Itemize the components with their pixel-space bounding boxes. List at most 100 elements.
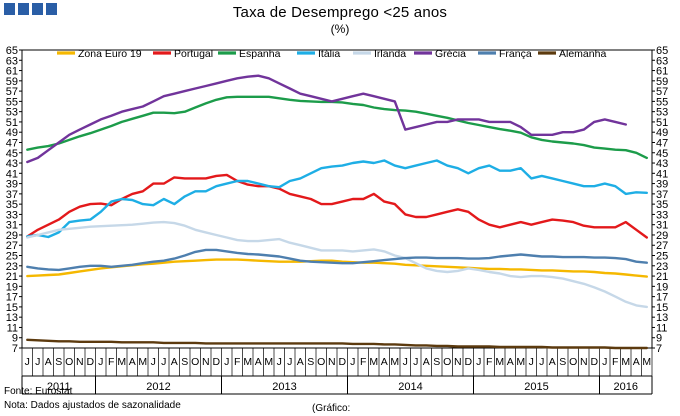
- month-label: A: [129, 356, 136, 368]
- month-label: D: [86, 356, 94, 368]
- y-tick-label-right: 23: [656, 261, 668, 273]
- y-tick-label-left: 29: [6, 230, 18, 242]
- y-tick-label-right: 21: [656, 271, 668, 283]
- y-tick-label-left: 33: [6, 209, 18, 221]
- y-tick-label-left: 11: [7, 322, 18, 334]
- month-label: M: [369, 356, 378, 368]
- logo-square: [46, 3, 57, 15]
- series-line-portugal: [26, 173, 648, 239]
- y-tick-label-right: 35: [656, 199, 668, 211]
- month-label: J: [403, 356, 408, 368]
- month-label: F: [234, 356, 240, 368]
- year-label: 2014: [398, 381, 422, 393]
- month-label: O: [443, 356, 451, 368]
- y-tick-label-right: 7: [656, 343, 662, 355]
- month-label: J: [224, 356, 229, 368]
- month-label: O: [569, 356, 577, 368]
- month-label: J: [98, 356, 103, 368]
- y-tick-label-right: 45: [656, 148, 668, 160]
- month-label: S: [433, 356, 440, 368]
- month-label: A: [255, 356, 262, 368]
- y-tick-label-right: 49: [656, 127, 668, 139]
- y-tick-label-left: 7: [12, 343, 18, 355]
- y-tick-label-left: 23: [6, 261, 18, 273]
- month-label: M: [516, 356, 525, 368]
- legend-label: França: [499, 48, 532, 60]
- y-tick-label-left: 49: [6, 127, 18, 139]
- month-label: N: [454, 356, 462, 368]
- month-label: D: [590, 356, 598, 368]
- month-label: S: [307, 356, 314, 368]
- month-label: O: [191, 356, 199, 368]
- month-label: A: [549, 356, 556, 368]
- month-label: S: [181, 356, 188, 368]
- y-tick-label-left: 35: [6, 199, 18, 211]
- y-tick-label-right: 47: [656, 137, 668, 149]
- month-label: J: [529, 356, 534, 368]
- y-tick-label-right: 61: [656, 66, 668, 78]
- logo-square: [4, 3, 15, 15]
- y-tick-label-left: 59: [6, 76, 18, 88]
- month-label: N: [580, 356, 588, 368]
- month-label: M: [264, 356, 273, 368]
- y-tick-label-right: 31: [656, 220, 668, 232]
- y-tick-label-right: 25: [656, 251, 668, 263]
- month-label: A: [381, 356, 388, 368]
- month-label: J: [277, 356, 282, 368]
- logo-square: [18, 3, 29, 15]
- plot-frame: [21, 49, 653, 349]
- legend-label: Espanha: [239, 48, 281, 60]
- series-line-irlanda: [26, 220, 648, 309]
- y-tick-label-right: 65: [656, 45, 668, 57]
- month-label: J: [25, 356, 30, 368]
- y-tick-label-left: 21: [6, 271, 18, 283]
- series-line-itália: [26, 159, 648, 239]
- month-label: F: [612, 356, 618, 368]
- y-tick-label-right: 11: [656, 322, 667, 334]
- y-tick-label-right: 17: [656, 292, 668, 304]
- y-tick-label-left: 61: [6, 66, 18, 78]
- month-label: F: [360, 356, 366, 368]
- month-label: J: [287, 356, 292, 368]
- y-tick-label-right: 53: [656, 107, 668, 119]
- y-tick-label-left: 65: [6, 45, 18, 57]
- month-label: M: [642, 356, 651, 368]
- month-label: A: [423, 356, 430, 368]
- y-tick-label-right: 51: [656, 117, 668, 129]
- y-tick-label-left: 41: [6, 168, 18, 180]
- y-tick-label-right: 19: [656, 281, 668, 293]
- month-label: D: [464, 356, 472, 368]
- y-tick-label-right: 33: [656, 209, 668, 221]
- month-label: J: [151, 356, 156, 368]
- year-label: 2012: [146, 381, 170, 393]
- y-tick-label-left: 55: [6, 96, 18, 108]
- y-tick-label-right: 15: [656, 302, 668, 314]
- y-tick-label-right: 55: [656, 96, 668, 108]
- month-label: D: [212, 356, 220, 368]
- series-line-espanha: [26, 95, 648, 160]
- month-label: J: [602, 356, 607, 368]
- month-label: O: [317, 356, 325, 368]
- month-label: F: [108, 356, 114, 368]
- month-label: M: [390, 356, 399, 368]
- year-label: 2015: [524, 381, 548, 393]
- y-tick-label-right: 41: [656, 168, 668, 180]
- graphic-note: (Gráfico:: [312, 403, 351, 414]
- y-tick-label-right: 29: [656, 230, 668, 242]
- month-label: A: [45, 356, 52, 368]
- series-line-grécia: [26, 74, 627, 164]
- y-tick-label-right: 39: [656, 179, 668, 191]
- month-label: S: [55, 356, 62, 368]
- month-label: A: [633, 356, 640, 368]
- month-label: J: [476, 356, 481, 368]
- month-label: N: [202, 356, 210, 368]
- month-label: F: [486, 356, 492, 368]
- y-tick-label-left: 45: [6, 148, 18, 160]
- legend-label: Itália: [318, 48, 340, 60]
- month-label: M: [243, 356, 252, 368]
- y-tick-label-left: 25: [6, 251, 18, 263]
- month-label: A: [507, 356, 514, 368]
- y-tick-label-left: 53: [6, 107, 18, 119]
- y-tick-label-left: 31: [6, 220, 18, 232]
- legend-label: Portugal: [174, 48, 213, 60]
